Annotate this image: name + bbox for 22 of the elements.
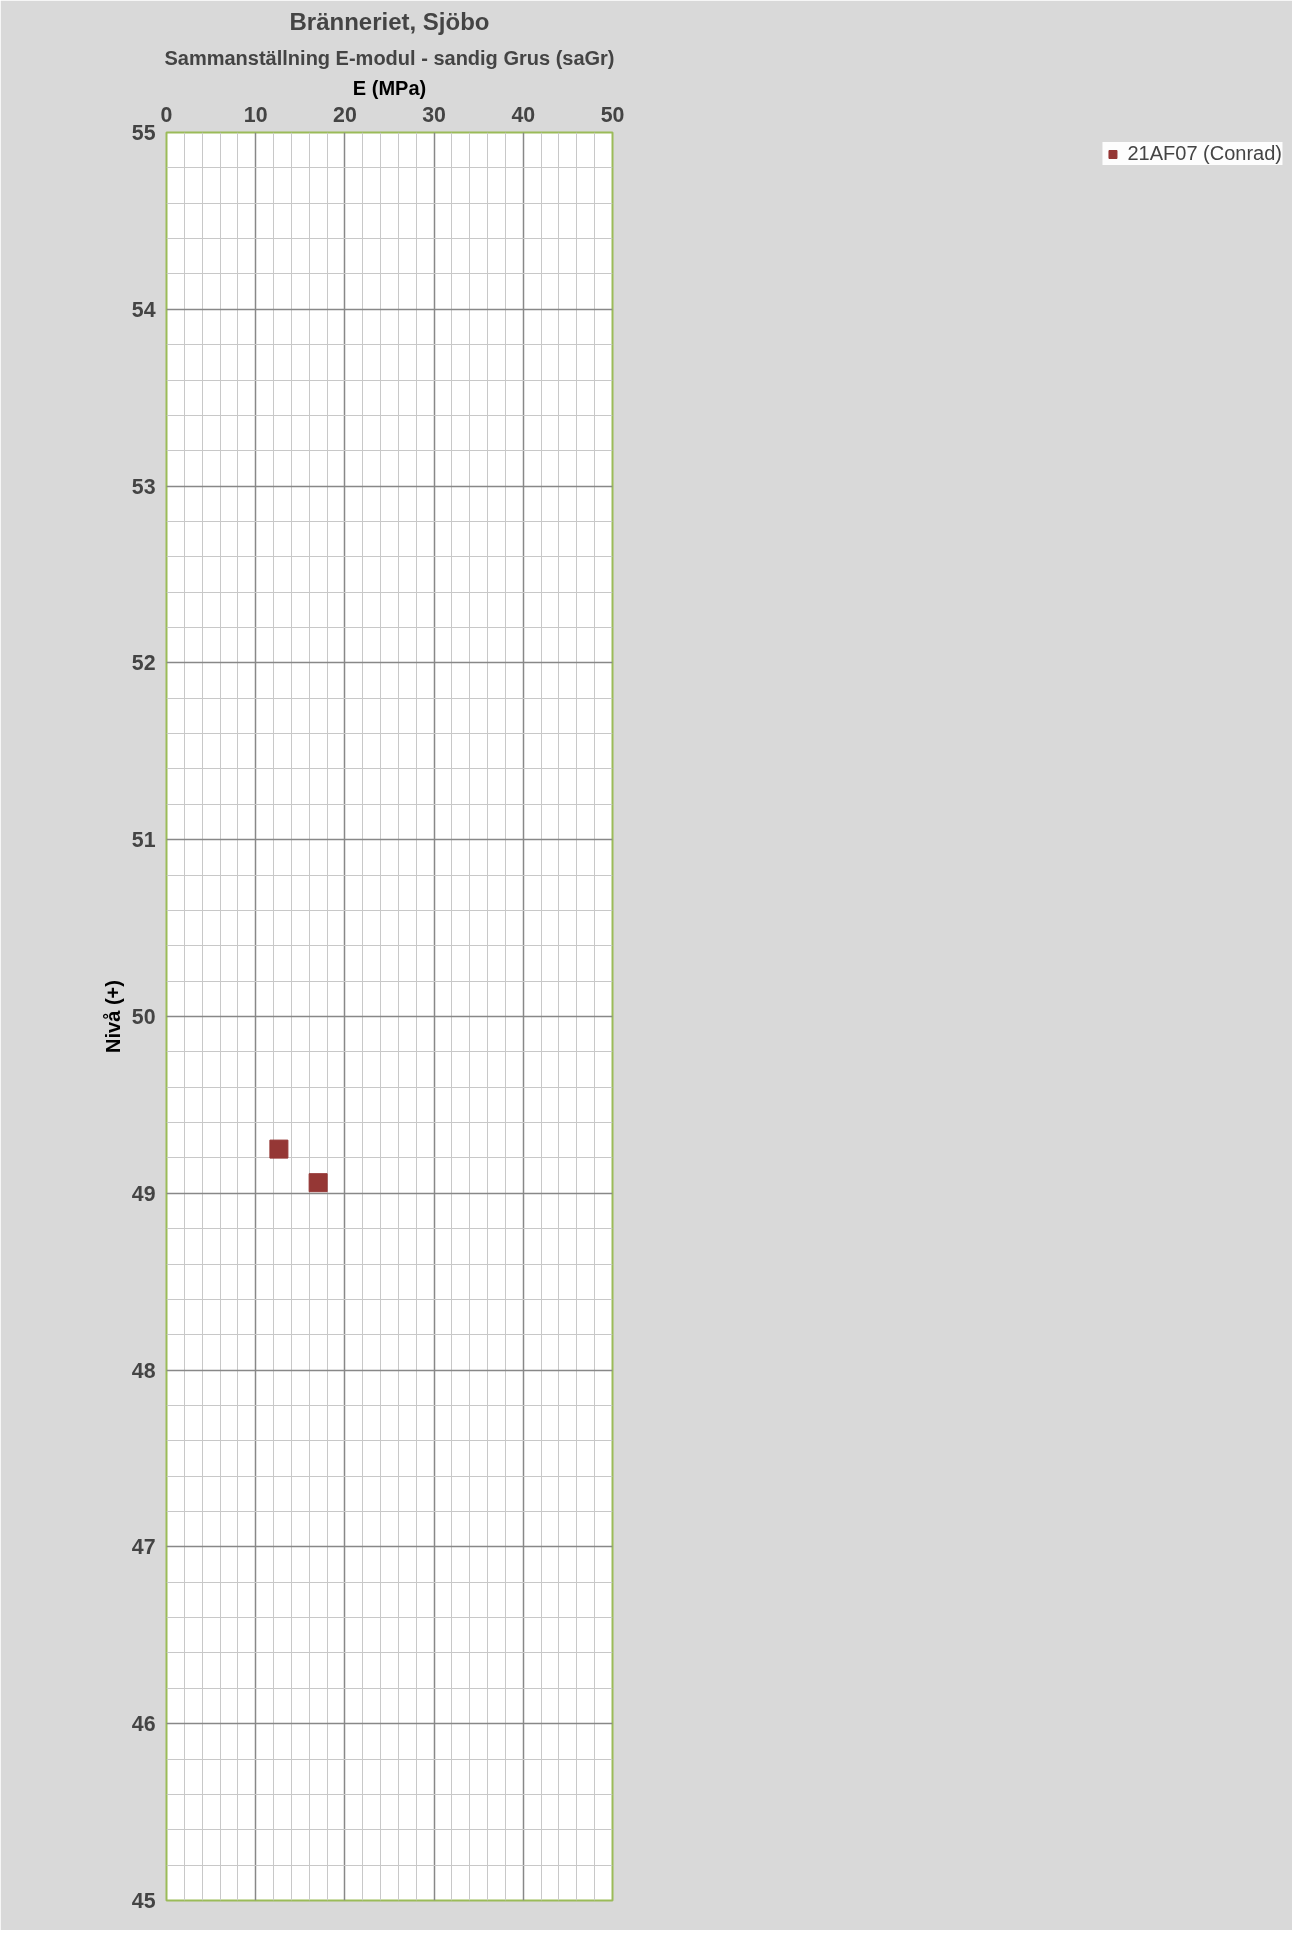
x-tick-label: 10 bbox=[243, 102, 268, 127]
y-tick-label: 49 bbox=[131, 1181, 156, 1206]
y-tick-label: 50 bbox=[131, 1005, 156, 1029]
y-tick-label: 48 bbox=[131, 1358, 156, 1383]
x-tick-label: 40 bbox=[511, 102, 536, 127]
chart-title: Bränneriet, Sjöbo bbox=[289, 7, 490, 35]
legend-label: 21AF07 (Conrad) bbox=[1127, 142, 1282, 165]
x-tick-label: 30 bbox=[422, 102, 446, 127]
x-tick-label: 0 bbox=[160, 102, 173, 127]
y-axis-title: Nivå (+) bbox=[101, 980, 124, 1053]
y-tick-label: 54 bbox=[131, 297, 156, 322]
y-tick-label: 45 bbox=[131, 1889, 156, 1913]
chart-subtitle: Sammanställning E-modul - sandig Grus (saGr) bbox=[164, 46, 615, 69]
x-tick-label: 20 bbox=[333, 102, 357, 127]
y-tick-label: 52 bbox=[131, 651, 156, 676]
y-tick-label: 55 bbox=[131, 121, 156, 145]
x-tick-label: 50 bbox=[600, 102, 625, 127]
y-tick-label: 46 bbox=[131, 1712, 156, 1737]
x-axis-title: E (MPa) bbox=[352, 76, 427, 99]
y-tick-label: 51 bbox=[131, 828, 156, 853]
y-tick-label: 53 bbox=[131, 474, 156, 499]
y-tick-label: 47 bbox=[131, 1535, 156, 1560]
